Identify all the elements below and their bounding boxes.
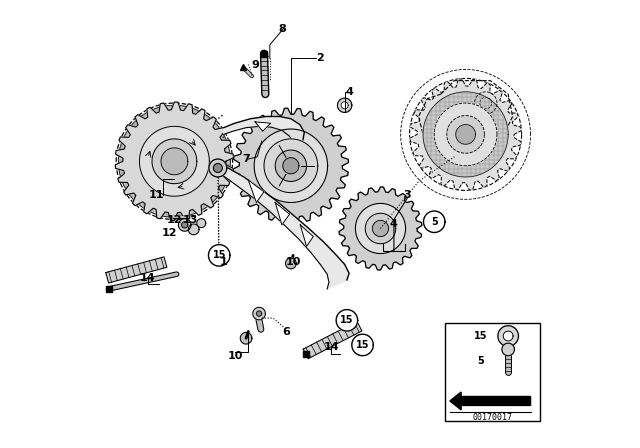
- Polygon shape: [253, 307, 266, 320]
- Polygon shape: [424, 211, 445, 233]
- Polygon shape: [423, 92, 508, 177]
- Text: 8: 8: [278, 24, 286, 34]
- Polygon shape: [140, 126, 209, 196]
- Text: 15: 15: [340, 315, 354, 325]
- Polygon shape: [209, 245, 230, 266]
- Polygon shape: [303, 321, 362, 359]
- Polygon shape: [337, 98, 352, 112]
- Polygon shape: [106, 257, 167, 283]
- Polygon shape: [339, 187, 422, 270]
- Polygon shape: [209, 159, 227, 177]
- Polygon shape: [372, 220, 388, 237]
- Text: 1: 1: [220, 257, 228, 267]
- Polygon shape: [255, 122, 271, 131]
- Polygon shape: [239, 114, 342, 217]
- Text: 12: 12: [162, 228, 178, 238]
- Polygon shape: [410, 79, 521, 190]
- Polygon shape: [285, 258, 296, 269]
- Text: 5: 5: [431, 217, 438, 227]
- Polygon shape: [341, 102, 348, 109]
- Polygon shape: [447, 116, 484, 153]
- Polygon shape: [197, 219, 206, 228]
- Polygon shape: [352, 334, 373, 356]
- Polygon shape: [152, 139, 197, 184]
- Polygon shape: [115, 102, 234, 220]
- Polygon shape: [300, 225, 314, 246]
- Polygon shape: [502, 343, 515, 356]
- Text: 11: 11: [148, 190, 164, 200]
- Polygon shape: [336, 310, 358, 331]
- Polygon shape: [217, 164, 349, 289]
- Polygon shape: [456, 125, 476, 144]
- Polygon shape: [233, 108, 349, 224]
- Polygon shape: [118, 105, 230, 217]
- Polygon shape: [213, 164, 222, 172]
- Text: 14: 14: [140, 273, 156, 283]
- Text: 4: 4: [390, 219, 398, 229]
- Polygon shape: [498, 326, 518, 346]
- Polygon shape: [275, 150, 307, 181]
- Polygon shape: [355, 203, 406, 254]
- Polygon shape: [344, 192, 417, 265]
- Text: 15: 15: [212, 250, 226, 260]
- Text: 10: 10: [227, 351, 243, 361]
- Polygon shape: [240, 332, 252, 344]
- Polygon shape: [161, 148, 188, 175]
- Polygon shape: [264, 139, 317, 193]
- Text: 15: 15: [474, 331, 487, 341]
- Polygon shape: [224, 116, 305, 150]
- Polygon shape: [283, 158, 299, 174]
- Polygon shape: [435, 103, 497, 166]
- Polygon shape: [248, 180, 264, 202]
- Text: 5: 5: [477, 356, 484, 366]
- Polygon shape: [179, 219, 191, 231]
- Polygon shape: [182, 222, 188, 228]
- Text: 7: 7: [242, 154, 250, 164]
- Text: 3: 3: [404, 190, 411, 200]
- Text: 15: 15: [356, 340, 369, 350]
- Polygon shape: [188, 224, 199, 235]
- Polygon shape: [275, 202, 289, 225]
- Text: 10: 10: [285, 257, 301, 267]
- Text: 4: 4: [345, 87, 353, 97]
- Text: 9: 9: [251, 60, 259, 70]
- Text: 14: 14: [323, 342, 339, 352]
- Text: 12: 12: [166, 215, 182, 224]
- Text: 6: 6: [282, 327, 291, 336]
- Text: 2: 2: [316, 53, 324, 63]
- Polygon shape: [257, 311, 262, 316]
- Text: 00170017: 00170017: [472, 413, 513, 422]
- Polygon shape: [503, 331, 513, 341]
- Polygon shape: [365, 213, 396, 244]
- Text: 13: 13: [182, 215, 198, 224]
- Polygon shape: [450, 392, 531, 410]
- Polygon shape: [254, 129, 328, 202]
